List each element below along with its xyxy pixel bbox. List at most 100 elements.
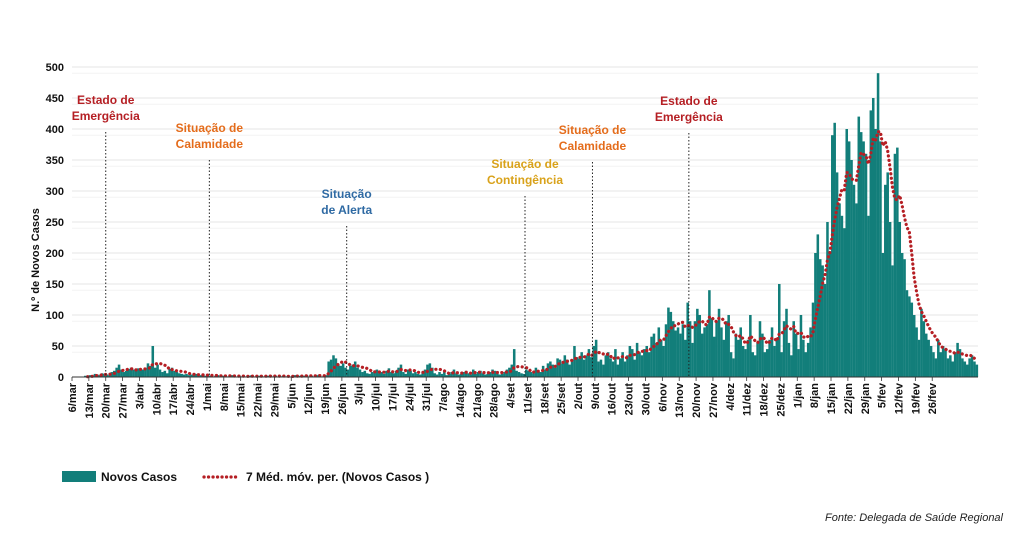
bar — [433, 373, 436, 377]
x-tick-label: 14/ago — [455, 383, 467, 418]
bar — [165, 373, 169, 377]
bar — [455, 373, 458, 377]
bar — [204, 375, 208, 377]
bar — [551, 364, 555, 377]
bar — [698, 315, 702, 377]
bar — [558, 359, 562, 377]
bar — [734, 333, 738, 377]
bar — [693, 321, 697, 377]
bar — [852, 184, 856, 377]
bar — [609, 358, 612, 377]
x-tick-label: 29/jan — [860, 383, 872, 414]
bar — [741, 346, 745, 377]
annotation-label: Estado de — [77, 93, 135, 107]
bar — [170, 367, 174, 377]
bar — [968, 358, 971, 377]
bar — [553, 367, 557, 377]
bar — [700, 333, 704, 377]
x-tick-label: 20/mar — [101, 382, 113, 418]
bar — [346, 369, 350, 377]
bar — [105, 374, 109, 377]
bar — [394, 370, 398, 377]
bar — [194, 373, 198, 377]
bar — [431, 367, 434, 377]
bar — [737, 339, 740, 377]
bar — [221, 375, 224, 377]
bar — [185, 373, 188, 377]
bar — [500, 373, 504, 377]
bar — [459, 373, 463, 377]
bar — [93, 373, 97, 377]
bar — [337, 364, 340, 377]
bar — [669, 311, 673, 377]
bar — [390, 372, 393, 377]
bar — [944, 349, 947, 377]
bar — [392, 373, 396, 377]
bar — [732, 358, 735, 377]
bar — [756, 342, 759, 377]
bar — [715, 321, 718, 377]
bar — [614, 349, 617, 377]
x-tick-label: 15/mai — [236, 383, 248, 417]
bar — [149, 365, 152, 377]
bar — [139, 368, 142, 377]
y-tick-label: 0 — [58, 372, 64, 384]
bar — [182, 374, 186, 377]
bar — [826, 222, 829, 377]
bar — [720, 327, 723, 377]
bar — [414, 372, 417, 377]
bar — [953, 352, 957, 377]
bar — [763, 352, 767, 377]
bar — [780, 352, 783, 377]
bar — [88, 375, 92, 377]
bar — [529, 372, 533, 377]
bar — [744, 349, 747, 377]
bar — [450, 372, 453, 377]
bar — [587, 349, 591, 377]
x-tick-label: 23/out — [624, 383, 636, 416]
bar — [508, 367, 511, 377]
bar — [638, 352, 641, 377]
bar — [640, 355, 644, 377]
bar — [898, 222, 902, 377]
bar — [753, 355, 757, 377]
bar — [298, 375, 302, 377]
bar — [146, 363, 150, 377]
moving-average-series — [86, 130, 979, 379]
x-tick-label: 19/jun — [320, 383, 332, 415]
bar — [110, 372, 114, 377]
bar — [115, 367, 118, 377]
bar — [365, 373, 369, 377]
bar — [108, 375, 111, 377]
bar — [257, 375, 261, 377]
bar — [881, 253, 885, 377]
bar — [859, 132, 863, 377]
bar — [939, 352, 942, 377]
bar — [327, 361, 330, 377]
x-tick-label: 25/set — [556, 383, 568, 415]
bar — [385, 370, 388, 377]
bar — [828, 253, 832, 377]
bar — [599, 359, 603, 377]
x-tick-label: 13/mar — [84, 382, 96, 418]
bar — [561, 363, 564, 377]
bar — [356, 367, 359, 377]
bar-series — [84, 73, 979, 378]
bar — [568, 364, 571, 377]
bar — [705, 324, 709, 377]
bar — [370, 372, 374, 377]
bar — [650, 336, 653, 377]
bar — [120, 369, 123, 377]
bar — [358, 369, 362, 377]
bar — [349, 365, 352, 377]
bar — [710, 318, 714, 377]
bar — [927, 339, 930, 377]
bar — [823, 284, 827, 377]
bar — [765, 349, 769, 377]
bar — [674, 330, 677, 377]
bar — [474, 373, 477, 377]
bar — [351, 364, 355, 377]
bar — [443, 370, 446, 377]
bar — [833, 122, 836, 377]
